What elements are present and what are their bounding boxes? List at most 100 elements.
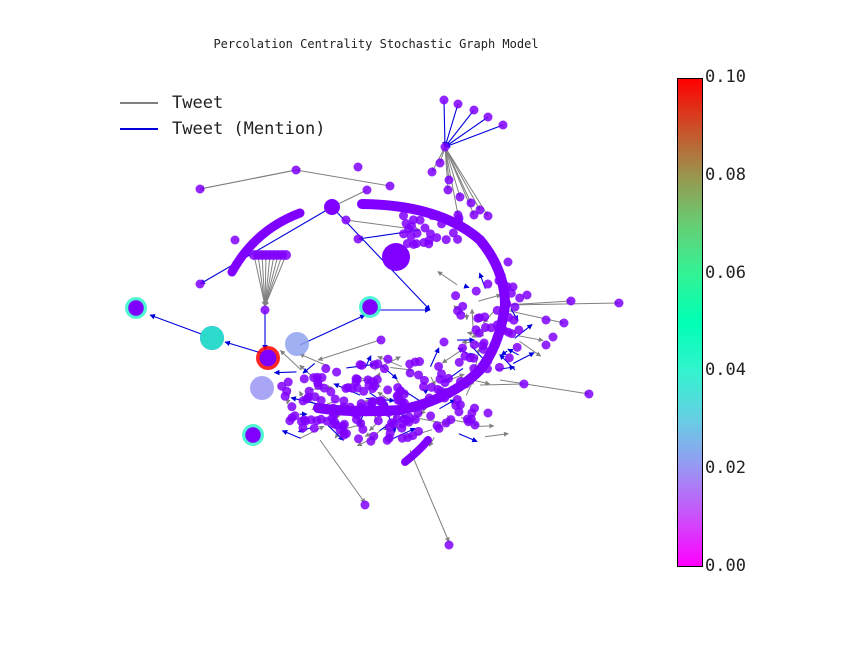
graph-node [502, 282, 512, 292]
graph-node [512, 342, 522, 352]
tweet-edge [317, 339, 381, 361]
graph-node [541, 340, 551, 350]
graph-node [404, 417, 414, 427]
graph-node [441, 418, 451, 428]
graph-node [405, 368, 415, 378]
graph-node [614, 298, 624, 308]
graph-node [285, 416, 295, 426]
tweet-edge [264, 254, 287, 307]
tweet-edge [299, 353, 329, 367]
graph-node [383, 354, 393, 364]
mention-edge [443, 103, 459, 148]
mention-edge [463, 283, 470, 289]
mention-edge [273, 369, 297, 376]
graph-node [471, 325, 481, 335]
highlighted-node-core [245, 427, 261, 443]
tweet-edge [369, 423, 377, 431]
graph-node [451, 401, 461, 411]
tweet-edge [444, 146, 489, 217]
graph-node [454, 213, 464, 223]
graph-node [332, 420, 342, 430]
graph-node [417, 401, 427, 411]
graph-node [494, 276, 504, 286]
graph-node [455, 192, 465, 202]
mention-edge [331, 206, 431, 311]
graph-node [469, 210, 479, 220]
graph-node [473, 313, 483, 323]
mention-edge [458, 433, 478, 443]
graph-node [548, 332, 558, 342]
graph-node [441, 387, 451, 397]
legend-item-mention: Tweet (Mention) [120, 116, 326, 142]
graph-node [415, 215, 425, 225]
tweet-edge [262, 254, 271, 307]
graph-node [419, 238, 429, 248]
tweet-edge [477, 423, 495, 429]
mention-edge [442, 99, 448, 148]
graph-node [395, 396, 405, 406]
tweet-edge [280, 350, 302, 371]
graph-node [483, 279, 493, 289]
graph-node [356, 399, 366, 409]
graph-node [504, 353, 514, 363]
graph-node [368, 384, 378, 394]
graph-node [385, 428, 395, 438]
graph-node [427, 167, 437, 177]
highlighted-nodes [125, 296, 381, 446]
graph-node [351, 374, 361, 384]
graph-node [486, 323, 496, 333]
graph-node [469, 353, 479, 363]
graph-node [478, 341, 488, 351]
graph-node [469, 364, 479, 374]
node-chain [227, 208, 305, 277]
graph-node [432, 233, 442, 243]
mention-edge [439, 399, 456, 410]
colorbar-tick-label: 0.10 [705, 67, 746, 87]
graph-node [541, 315, 551, 325]
graph-node [439, 95, 449, 105]
graph-node [330, 394, 340, 404]
graph-node [495, 325, 505, 335]
tweet-edge [199, 169, 297, 191]
graph-node [339, 396, 349, 406]
graph-node [460, 351, 470, 361]
graph-node [321, 364, 331, 374]
highlighted-node-core [362, 299, 378, 315]
graph-node [498, 120, 508, 130]
mention-edge [444, 109, 475, 148]
highlighted-node [200, 326, 224, 350]
graph-node [399, 211, 409, 221]
graph-node [435, 158, 445, 168]
mention-edge [499, 354, 516, 371]
graph-node [426, 411, 436, 421]
graph-node [507, 329, 517, 339]
graph-node [434, 423, 444, 433]
graph-node [368, 396, 378, 406]
graph-node [379, 364, 389, 374]
graph-node [317, 373, 327, 383]
node-chain [401, 436, 432, 466]
graph-nodes [128, 95, 624, 550]
graph-node [483, 211, 493, 221]
mention-edge [514, 323, 533, 339]
tweet-edge [253, 254, 267, 307]
graph-node [453, 234, 463, 244]
graph-node [408, 431, 418, 441]
graph-node-cluster [382, 243, 410, 271]
highlighted-node-core [259, 349, 277, 367]
graph-node [376, 335, 386, 345]
graph-node [341, 215, 351, 225]
graph-node [494, 362, 504, 372]
graph-node [326, 387, 336, 397]
graph-node [519, 379, 529, 389]
graph-node [451, 291, 461, 301]
graph-node [469, 105, 479, 115]
graph-title: Percolation Centrality Stochastic Graph … [213, 37, 539, 51]
graph-node [419, 382, 429, 392]
graph-node [584, 389, 594, 399]
graph-node [332, 367, 342, 377]
graph-node [283, 377, 293, 387]
colorbar-tick-label: 0.08 [705, 164, 746, 185]
tweet-edge [319, 439, 366, 504]
graph-node [327, 413, 337, 423]
